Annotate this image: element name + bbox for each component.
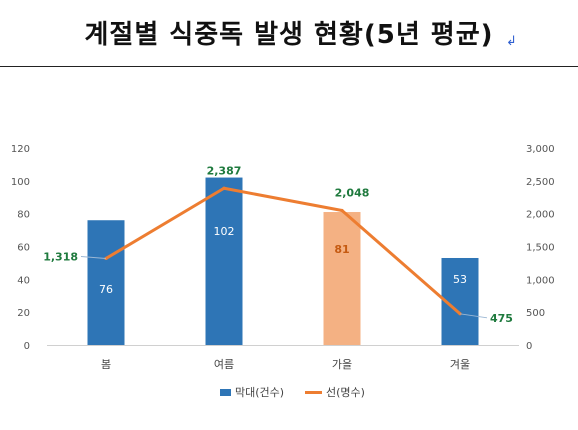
y-right-tick-label: 3,000 (526, 144, 555, 155)
x-category-label: 여름 (214, 358, 234, 371)
bar-value-label: 53 (453, 273, 467, 286)
y-left-tick-label: 40 (17, 275, 30, 286)
y-right-tick-label: 2,000 (526, 210, 555, 221)
x-category-label: 봄 (101, 358, 111, 371)
y-right-tick-label: 1,000 (526, 275, 555, 286)
line-label-leader (80, 255, 107, 259)
y-left-tick-label: 20 (17, 308, 30, 319)
legend-bar-label: 막대(건수) (235, 386, 284, 399)
title-divider (0, 66, 578, 67)
legend-line-label: 선(명수) (326, 386, 365, 399)
bar (87, 220, 125, 345)
line-point (340, 208, 344, 213)
line-point (222, 186, 226, 190)
line-label-leader (459, 313, 488, 319)
y-left-tick-label: 0 (24, 341, 30, 352)
legend-bar-swatch (220, 389, 231, 396)
bar-value-label: 102 (214, 225, 235, 238)
line-value-label: 1,318 (43, 250, 78, 263)
page-title: 계절별 식중독 발생 현황(5년 평균) (84, 20, 494, 50)
y-left-tick-label: 80 (17, 210, 30, 221)
bar-value-label: 81 (334, 243, 349, 256)
bar-value-label: 76 (99, 283, 113, 296)
y-right-tick-label: 500 (526, 308, 545, 319)
line-series (105, 186, 461, 315)
line-value-label: 2,387 (207, 164, 242, 177)
y-left-tick-label: 60 (17, 243, 30, 254)
line-value-label: 2,048 (335, 187, 370, 200)
title-area: 계절별 식중독 발생 현황(5년 평균) ↲ (0, 0, 578, 67)
x-category-label: 가을 (332, 358, 352, 371)
return-mark: ↲ (506, 34, 517, 49)
y-left-tick-label: 120 (11, 144, 30, 155)
line-value-label: 475 (490, 312, 513, 325)
y-right-tick-label: 0 (526, 341, 532, 352)
bar (205, 177, 243, 345)
y-left-tick-label: 100 (11, 177, 30, 188)
y-right-tick-label: 1,500 (526, 243, 555, 254)
y-right-tick-label: 2,500 (526, 177, 555, 188)
bar (323, 212, 361, 345)
x-category-label: 겨울 (450, 358, 470, 371)
